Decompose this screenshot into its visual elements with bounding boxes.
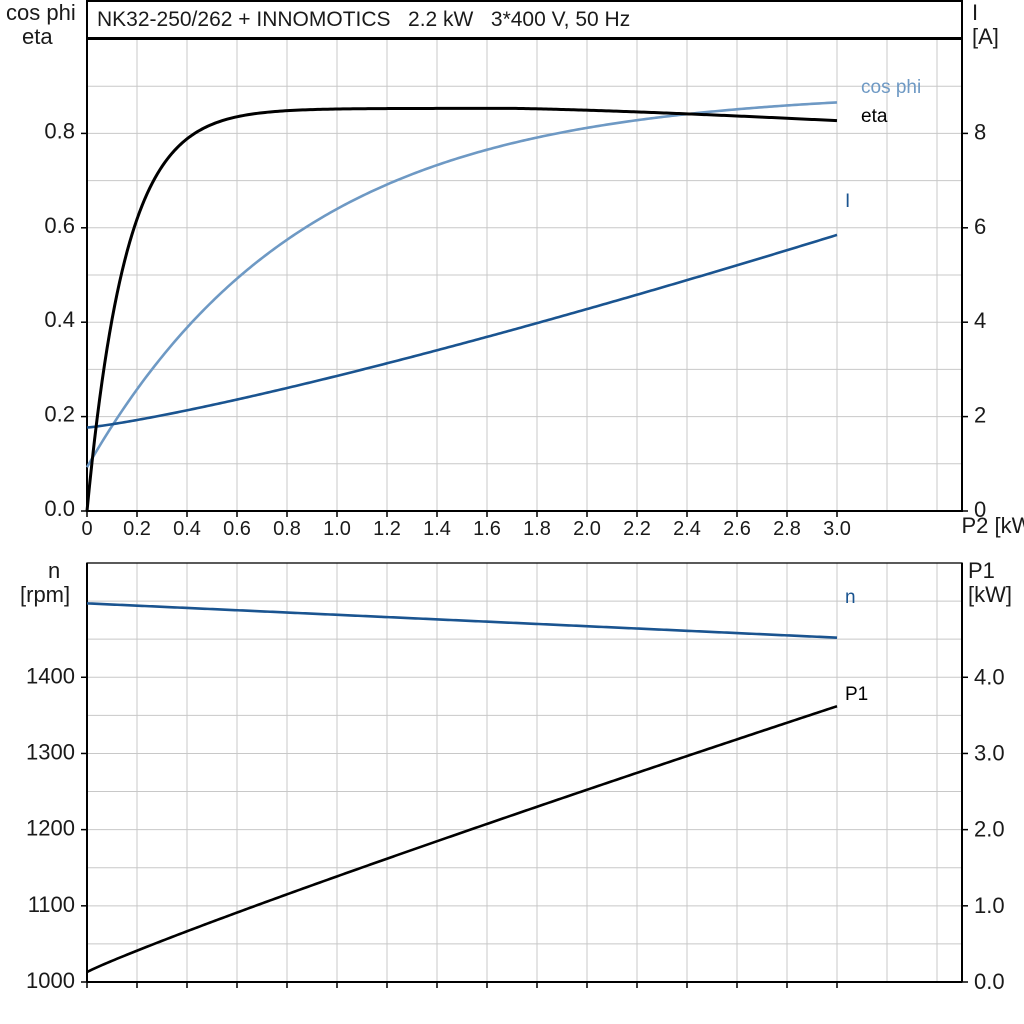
svg-text:eta: eta xyxy=(861,106,888,127)
svg-text:I: I xyxy=(972,0,978,25)
svg-text:cos phi: cos phi xyxy=(861,77,921,98)
svg-text:0.8: 0.8 xyxy=(273,518,301,540)
svg-text:P1: P1 xyxy=(845,684,868,705)
svg-text:2.6: 2.6 xyxy=(723,518,751,540)
svg-text:4.0: 4.0 xyxy=(974,664,1005,689)
svg-text:I: I xyxy=(845,191,850,212)
svg-text:[rpm]: [rpm] xyxy=(20,582,70,607)
svg-text:2.2: 2.2 xyxy=(623,518,651,540)
svg-text:1.0: 1.0 xyxy=(323,518,351,540)
svg-text:3.0: 3.0 xyxy=(974,740,1005,765)
svg-text:NK32-250/262 + INNOMOTICS 2.: NK32-250/262 + INNOMOTICS 2.2 kW 3*400 V… xyxy=(97,8,630,31)
svg-text:4: 4 xyxy=(974,308,986,333)
svg-text:n: n xyxy=(845,587,856,608)
svg-text:0.2: 0.2 xyxy=(123,518,151,540)
svg-text:0.6: 0.6 xyxy=(223,518,251,540)
svg-text:2.0: 2.0 xyxy=(974,817,1005,842)
svg-text:2.0: 2.0 xyxy=(573,518,601,540)
svg-text:3.0: 3.0 xyxy=(823,518,851,540)
svg-text:1.4: 1.4 xyxy=(423,518,451,540)
svg-text:1100: 1100 xyxy=(28,892,75,917)
svg-text:1400: 1400 xyxy=(26,663,75,688)
svg-text:0.2: 0.2 xyxy=(44,402,75,427)
svg-text:1.0: 1.0 xyxy=(974,893,1005,918)
svg-text:1300: 1300 xyxy=(26,739,75,764)
svg-text:1.2: 1.2 xyxy=(373,518,401,540)
svg-text:8: 8 xyxy=(974,119,986,144)
svg-text:6: 6 xyxy=(974,214,986,239)
svg-text:cos phi: cos phi xyxy=(6,0,76,25)
svg-text:0.0: 0.0 xyxy=(974,969,1005,994)
svg-text:0.4: 0.4 xyxy=(44,307,75,332)
svg-text:1.8: 1.8 xyxy=(523,518,551,540)
svg-text:n: n xyxy=(48,558,60,583)
svg-text:1200: 1200 xyxy=(26,816,75,841)
svg-text:1000: 1000 xyxy=(26,968,75,993)
svg-text:P2 [kW]: P2 [kW] xyxy=(961,513,1024,538)
svg-text:[A]: [A] xyxy=(972,24,999,49)
svg-text:0.0: 0.0 xyxy=(44,496,75,521)
svg-text:2.8: 2.8 xyxy=(773,518,801,540)
svg-text:2: 2 xyxy=(974,403,986,428)
svg-text:0.8: 0.8 xyxy=(44,118,75,143)
svg-text:2.4: 2.4 xyxy=(673,518,701,540)
svg-text:0.6: 0.6 xyxy=(44,213,75,238)
svg-text:1.6: 1.6 xyxy=(473,518,501,540)
svg-text:0: 0 xyxy=(81,518,92,540)
svg-text:eta: eta xyxy=(22,24,53,49)
svg-text:P1: P1 xyxy=(968,558,995,583)
svg-text:0.4: 0.4 xyxy=(173,518,201,540)
svg-text:[kW]: [kW] xyxy=(968,582,1012,607)
